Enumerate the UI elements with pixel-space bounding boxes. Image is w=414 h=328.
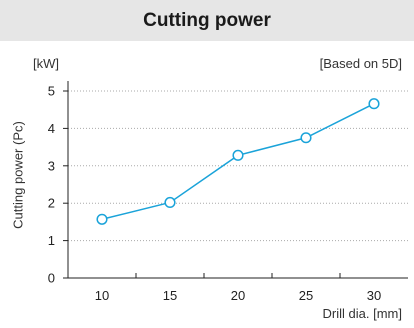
y-tick-label: 2 <box>48 196 55 211</box>
data-point <box>233 151 243 161</box>
x-tick-label: 10 <box>95 288 109 301</box>
y-tick-label: 4 <box>48 121 55 136</box>
x-tick-label: 25 <box>299 288 313 301</box>
data-point <box>97 214 107 224</box>
line-chart: 0 1 2 3 4 5 10 15 20 25 30 <box>0 41 414 301</box>
data-point <box>369 99 379 109</box>
data-point <box>301 133 311 143</box>
title-bar: Cutting power <box>0 0 414 41</box>
x-tick-label: 20 <box>231 288 245 301</box>
series-line <box>102 104 374 220</box>
x-axis-label: Drill dia. [mm] <box>323 306 402 321</box>
y-tick-label: 0 <box>48 271 55 286</box>
data-point <box>165 198 175 208</box>
x-tick-label: 15 <box>163 288 177 301</box>
x-tick-label: 30 <box>367 288 381 301</box>
y-tick-label: 5 <box>48 84 55 99</box>
y-tick-label: 1 <box>48 233 55 248</box>
y-tick-label: 3 <box>48 158 55 173</box>
chart-title: Cutting power <box>143 10 271 32</box>
